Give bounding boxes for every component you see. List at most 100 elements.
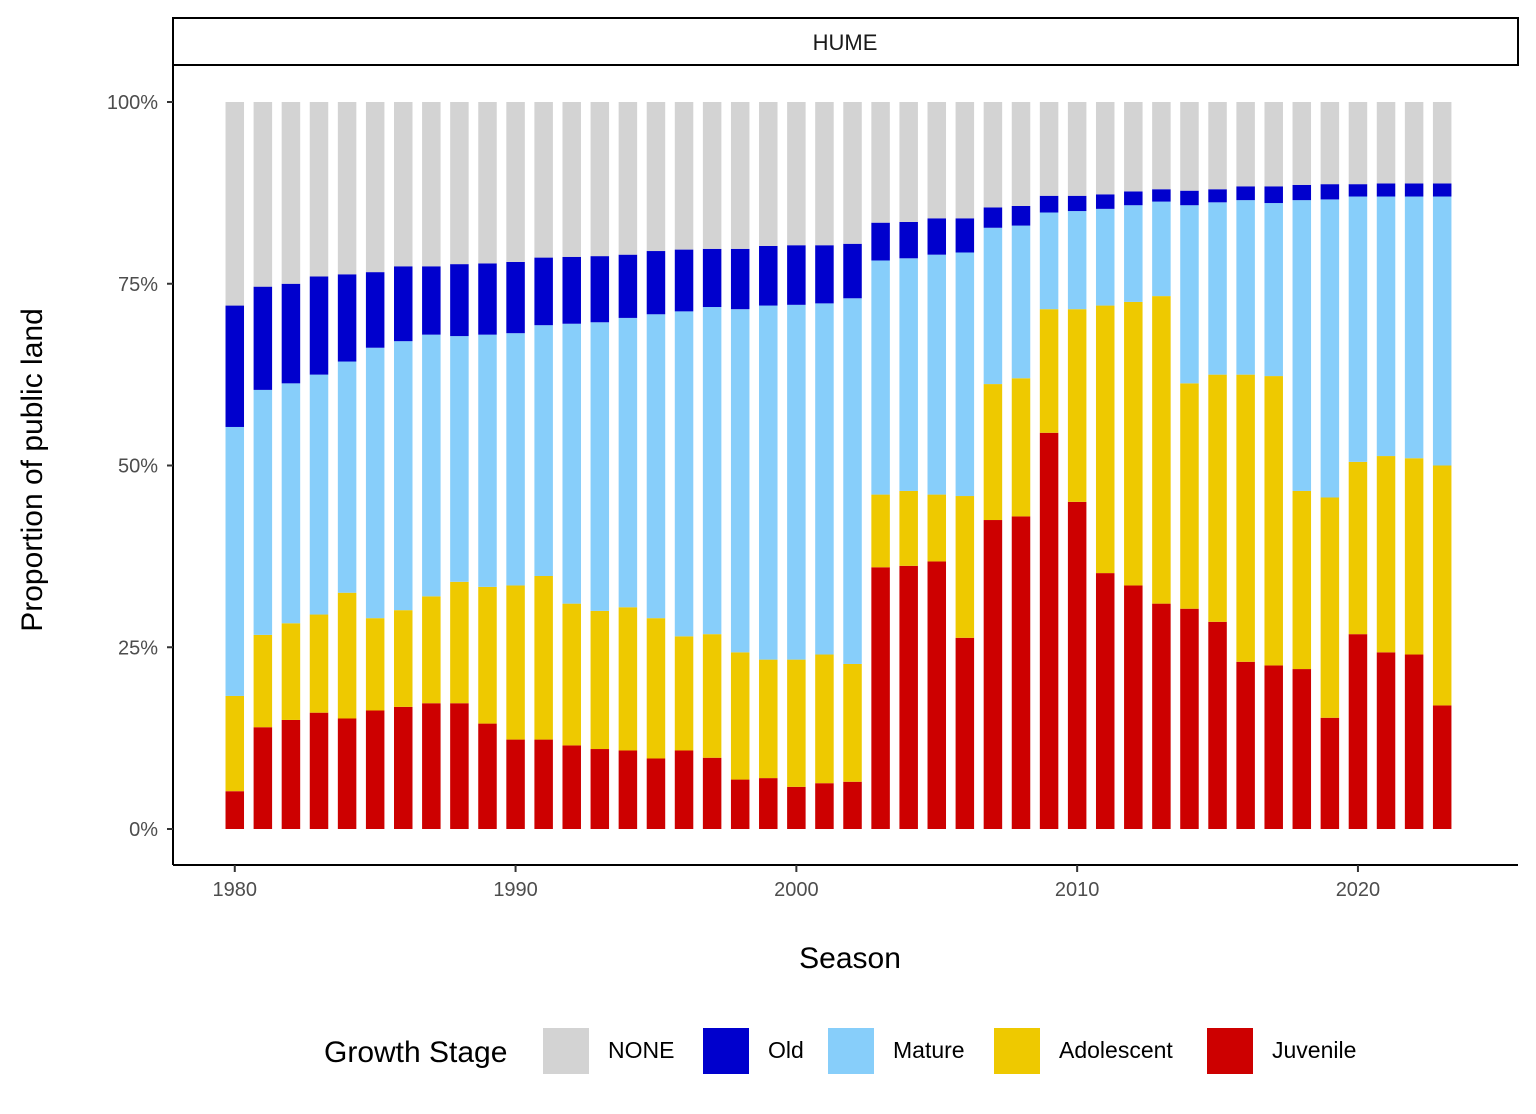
bar-stack xyxy=(1095,102,1115,829)
bar-stack xyxy=(618,102,638,829)
bar-segment-mature xyxy=(1264,203,1283,377)
bar-stack xyxy=(253,102,273,829)
x-tick-label: 2010 xyxy=(1055,879,1100,901)
bar-segment-mature xyxy=(899,258,918,491)
bar-segment-mature xyxy=(225,426,245,696)
bar-segment-mature xyxy=(309,374,329,615)
legend-title: Growth Stage xyxy=(324,1036,507,1069)
bar-segment-none xyxy=(590,102,610,257)
bar-segment-none xyxy=(422,102,441,267)
x-tick-label: 1990 xyxy=(493,879,538,901)
bar-segment-mature xyxy=(1292,200,1312,491)
bar-segment-adolescent xyxy=(1039,309,1059,433)
bar-segment-none xyxy=(759,102,778,246)
bar-segment-mature xyxy=(534,325,553,577)
bar-segment-old xyxy=(394,266,413,342)
bar-segment-adolescent xyxy=(506,585,525,740)
bar-segment-old xyxy=(1011,205,1031,226)
bar-segment-mature xyxy=(506,333,525,586)
bar-stack xyxy=(1404,102,1424,829)
bar-segment-old xyxy=(899,221,918,259)
x-tick-label: 2020 xyxy=(1336,879,1381,901)
bar-segment-none xyxy=(337,102,357,275)
bar-segment-old xyxy=(1292,184,1312,201)
bar-segment-juvenile xyxy=(1236,661,1255,829)
bar-segment-adolescent xyxy=(1095,305,1115,574)
bar-segment-juvenile xyxy=(562,745,581,829)
bar-segment-old xyxy=(843,243,862,299)
bar-segment-mature xyxy=(871,260,890,495)
bar-stack xyxy=(871,102,890,829)
bar-segment-adolescent xyxy=(1208,374,1227,622)
facet-strip-box xyxy=(172,17,1519,66)
bar-stack xyxy=(506,102,525,829)
bar-segment-mature xyxy=(450,336,469,582)
bar-segment-adolescent xyxy=(478,586,497,724)
bar-segment-adolescent xyxy=(590,610,610,750)
bar-segment-adolescent xyxy=(674,636,694,751)
bar-segment-adolescent xyxy=(787,659,806,787)
bar-segment-none xyxy=(1292,102,1312,185)
bar-stack xyxy=(730,102,750,829)
bar-segment-adolescent xyxy=(871,494,890,568)
bar-segment-adolescent xyxy=(450,581,469,704)
bar-segment-mature xyxy=(1376,196,1396,457)
bar-segment-none xyxy=(787,102,806,246)
bar-segment-none xyxy=(646,102,666,252)
bar-segment-adolescent xyxy=(843,663,862,782)
bar-stack xyxy=(955,102,975,829)
bar-segment-old xyxy=(871,222,890,261)
bar-stack xyxy=(394,102,413,829)
y-tick-label: 100% xyxy=(107,92,158,114)
bar-stack xyxy=(1180,102,1199,829)
legend-label-old: Old xyxy=(768,1037,804,1063)
bar-segment-juvenile xyxy=(1348,634,1368,829)
bar-segment-juvenile xyxy=(730,779,750,829)
bar-segment-mature xyxy=(1404,196,1424,459)
bar-segment-none xyxy=(843,102,862,244)
bar-segment-adolescent xyxy=(253,634,273,728)
bar-segment-juvenile xyxy=(1039,432,1059,829)
bar-segment-juvenile xyxy=(927,561,947,829)
bar-segment-juvenile xyxy=(618,750,638,829)
bar-segment-juvenile xyxy=(1264,665,1283,829)
bar-segment-adolescent xyxy=(618,607,638,751)
bar-segment-none xyxy=(281,102,301,284)
bar-segment-juvenile xyxy=(590,749,610,829)
bar-segment-juvenile xyxy=(1124,585,1143,829)
bar-segment-none xyxy=(225,102,245,306)
bar-segment-mature xyxy=(1432,196,1452,466)
bar-segment-adolescent xyxy=(1376,456,1396,653)
bar-segment-mature xyxy=(955,252,975,497)
bar-segment-old xyxy=(955,218,975,253)
bar-segment-juvenile xyxy=(759,778,778,829)
bar-stack xyxy=(1208,102,1227,829)
bar-segment-old xyxy=(1320,184,1340,200)
bar-segment-adolescent xyxy=(702,634,722,758)
bar-segment-old xyxy=(730,248,750,310)
bar-segment-juvenile xyxy=(309,712,329,829)
y-axis-title: Proportion of public land xyxy=(16,308,49,632)
bar-segment-none xyxy=(1432,102,1452,184)
y-axis-ticks: 0% 25% 50% 75% 100% xyxy=(107,92,173,841)
bar-segment-none xyxy=(899,102,918,222)
bar-segment-none xyxy=(1404,102,1424,184)
bar-segment-juvenile xyxy=(1011,516,1031,829)
bar-segment-old xyxy=(1348,184,1368,197)
bar-segment-mature xyxy=(1095,208,1115,306)
bar-segment-mature xyxy=(759,305,778,660)
bar-segment-juvenile xyxy=(365,710,385,829)
bar-segment-juvenile xyxy=(1067,501,1087,829)
bar-segment-none xyxy=(1376,102,1396,184)
bar-stack xyxy=(590,102,610,829)
bar-stack xyxy=(281,102,301,829)
bar-segment-old xyxy=(787,245,806,305)
bar-segment-none xyxy=(983,102,1003,208)
bar-stack xyxy=(1376,102,1396,829)
bar-stack xyxy=(478,102,497,829)
bar-stack xyxy=(1067,102,1087,829)
legend-label-none: NONE xyxy=(608,1037,674,1063)
bar-segment-none xyxy=(871,102,890,223)
bar-segment-juvenile xyxy=(674,750,694,829)
bar-segment-old xyxy=(309,276,329,375)
